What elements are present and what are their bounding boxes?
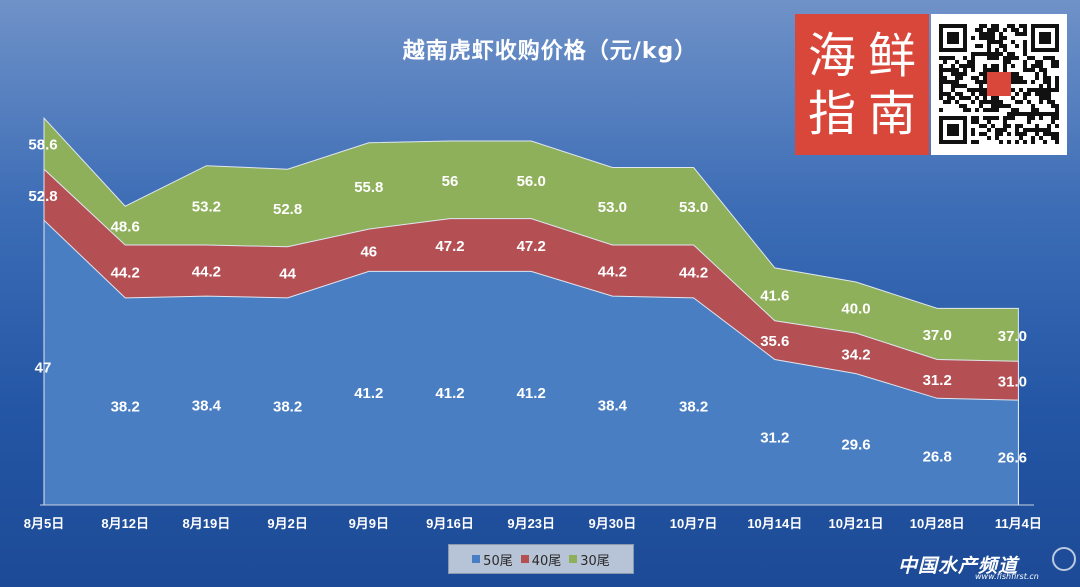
data-label-s0-12: 26.6 [998,450,1027,467]
data-label-s2-6: 56.0 [517,173,546,190]
data-label-s1-9: 35.6 [760,333,789,350]
data-label-s2-5: 56 [442,173,459,190]
x-tick-label-7: 9月30日 [589,516,637,531]
data-label-s1-1: 44.2 [111,264,140,281]
legend-swatch-40 [520,555,529,563]
watermark-url: www.fishfirst.cn [975,572,1039,581]
data-label-s1-8: 44.2 [679,264,708,281]
data-label-s2-2: 53.2 [192,198,221,215]
x-tick-label-12: 11月4日 [995,516,1042,531]
data-label-s1-0: 52.8 [28,188,57,205]
chart-legend: 50尾 40尾 30尾 [448,544,634,574]
legend-label-30: 30尾 [580,553,610,569]
watermark-icon [1052,547,1076,571]
data-label-s2-8: 53.0 [679,199,708,216]
legend-item-50: 50尾 [472,550,513,569]
chart-title: 越南虎虾收购价格（元/kg） [402,39,698,64]
data-label-s1-7: 44.2 [598,264,627,281]
data-label-s2-7: 53.0 [598,199,627,216]
legend-item-40: 40尾 [520,550,562,569]
brand-logo-text: 海鲜 指南 [807,27,916,142]
data-label-s0-4: 41.2 [354,385,383,402]
data-label-s1-3: 44 [279,265,296,282]
x-tick-label-11: 10月28日 [910,516,965,531]
data-label-s0-0: 47 [35,360,52,377]
watermark-title: 中国水产频道 [898,555,1019,577]
legend-item-30: 30尾 [569,550,610,569]
data-label-s0-1: 38.2 [111,398,140,415]
data-label-s2-4: 55.8 [354,179,383,196]
x-tick-label-9: 10月14日 [747,516,802,531]
data-label-s1-4: 46 [360,243,377,260]
data-label-s1-11: 31.2 [923,372,952,389]
data-label-s2-3: 52.8 [273,201,302,218]
qr-code-pattern [939,24,1059,144]
data-label-s2-12: 37.0 [998,328,1027,345]
data-label-s0-7: 38.4 [598,398,628,415]
area-series-0 [43,219,1019,506]
x-tick-label-5: 9月16日 [426,516,474,531]
data-label-s2-0: 58.6 [28,137,57,154]
data-label-s0-8: 38.2 [679,398,708,415]
data-label-s1-2: 44.2 [192,264,221,281]
qr-center-logo [987,72,1011,96]
data-label-s1-12: 31.0 [998,374,1027,391]
legend-label-40: 40尾 [531,553,562,569]
x-tick-label-10: 10月21日 [829,516,884,531]
data-label-s0-6: 41.2 [517,385,546,402]
data-label-s0-10: 29.6 [841,436,870,453]
legend-label-50: 50尾 [483,553,513,569]
x-tick-label-0: 8月5日 [24,516,64,531]
x-tick-label-4: 9月9日 [349,516,389,531]
legend-swatch-50 [472,555,481,563]
x-tick-label-2: 8月19日 [183,516,231,531]
data-label-s1-10: 34.2 [841,346,870,363]
data-label-s2-10: 40.0 [841,301,870,318]
brand-logo: 海鲜 指南 [795,14,929,155]
data-label-s0-11: 26.8 [923,449,952,466]
data-label-s1-6: 47.2 [517,238,546,255]
data-label-s2-11: 37.0 [923,327,952,344]
data-label-s1-5: 47.2 [435,238,464,255]
data-label-s0-2: 38.4 [192,398,222,415]
x-tick-label-6: 9月23日 [507,516,555,531]
data-label-s0-3: 38.2 [273,398,302,415]
data-label-s2-1: 48.6 [111,219,140,236]
legend-swatch-30 [569,555,578,563]
x-tick-label-3: 9月2日 [267,516,307,531]
data-label-s0-5: 41.2 [435,385,464,402]
x-tick-label-8: 10月7日 [670,516,718,531]
qr-code [931,14,1067,155]
x-tick-label-1: 8月12日 [101,516,149,531]
data-label-s2-9: 41.6 [760,287,789,304]
data-label-s0-9: 31.2 [760,429,789,446]
